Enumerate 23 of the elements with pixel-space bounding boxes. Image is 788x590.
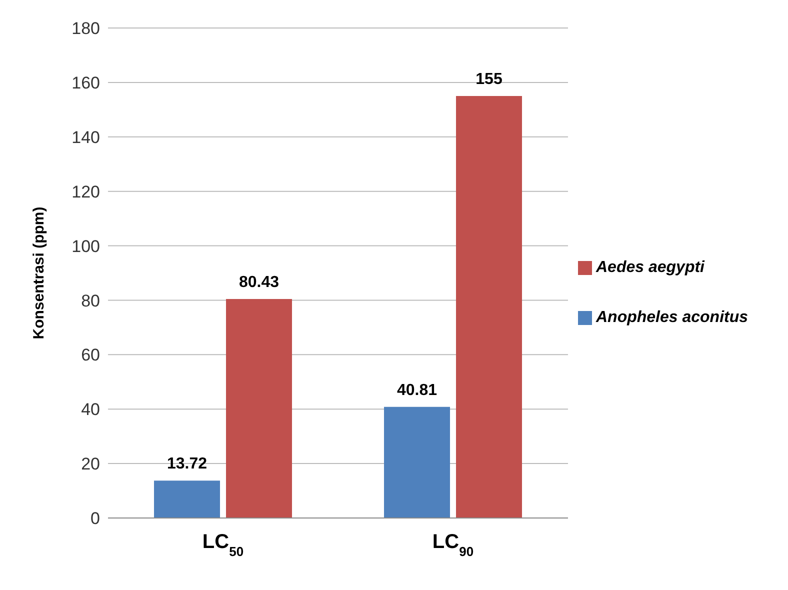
x-tick-label: LC$_{90}$ <box>432 531 474 558</box>
y-tick-label: 140 <box>72 128 100 147</box>
bar <box>154 480 220 518</box>
bar <box>456 96 522 518</box>
data-label: 155 <box>476 71 502 88</box>
y-tick-label: 160 <box>72 73 100 92</box>
y-tick-label: 100 <box>72 236 100 256</box>
y-axis-title: Konsentrasi (ppm) <box>30 206 48 340</box>
bar <box>384 406 450 518</box>
y-tick-label: 120 <box>72 182 100 202</box>
x-tick-label: LC$_{50}$ <box>202 531 244 558</box>
data-label: 40.81 <box>396 382 438 399</box>
data-label: 80.43 <box>238 274 280 292</box>
legend-label: Aedes aegypti <box>596 259 704 276</box>
y-tick-label: 0 <box>90 509 100 528</box>
y-tick-label: 20 <box>81 454 100 474</box>
bar <box>226 299 292 518</box>
y-tick-label: 80 <box>81 291 100 310</box>
y-tick-label: 40 <box>81 400 100 420</box>
y-tick-label: 180 <box>72 19 100 38</box>
legend-label: Anopheles aconitus <box>596 309 748 326</box>
y-tick-label: 60 <box>81 346 100 365</box>
data-label: 13.72 <box>166 456 208 473</box>
